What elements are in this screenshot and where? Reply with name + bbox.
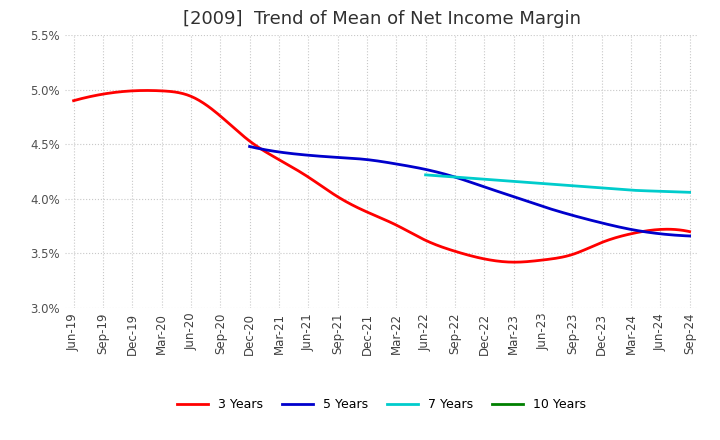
3 Years: [685, 229, 694, 234]
Line: 5 Years: 5 Years: [250, 147, 690, 236]
3 Years: [510, 260, 519, 265]
7 Years: [578, 184, 587, 189]
5 Years: [685, 233, 694, 238]
Line: 3 Years: 3 Years: [73, 91, 690, 262]
5 Years: [246, 144, 254, 149]
7 Years: [421, 172, 430, 177]
3 Years: [449, 248, 457, 253]
3 Years: [593, 242, 601, 247]
3 Years: [141, 88, 150, 93]
5 Years: [644, 230, 653, 235]
5 Years: [247, 144, 256, 150]
5 Years: [505, 193, 514, 198]
5 Years: [507, 193, 516, 198]
Line: 7 Years: 7 Years: [426, 175, 690, 192]
7 Years: [583, 184, 592, 190]
Title: [2009]  Trend of Mean of Net Income Margin: [2009] Trend of Mean of Net Income Margi…: [183, 10, 580, 28]
3 Years: [69, 98, 78, 103]
5 Years: [515, 196, 523, 201]
3 Years: [438, 245, 446, 250]
5 Years: [616, 225, 625, 230]
7 Years: [660, 189, 669, 194]
3 Years: [71, 98, 80, 103]
7 Years: [685, 190, 694, 195]
3 Years: [631, 230, 640, 235]
3 Years: [436, 244, 445, 249]
7 Years: [644, 188, 652, 194]
7 Years: [422, 172, 431, 178]
Legend: 3 Years, 5 Years, 7 Years, 10 Years: 3 Years, 5 Years, 7 Years, 10 Years: [172, 393, 591, 416]
7 Years: [577, 184, 586, 189]
